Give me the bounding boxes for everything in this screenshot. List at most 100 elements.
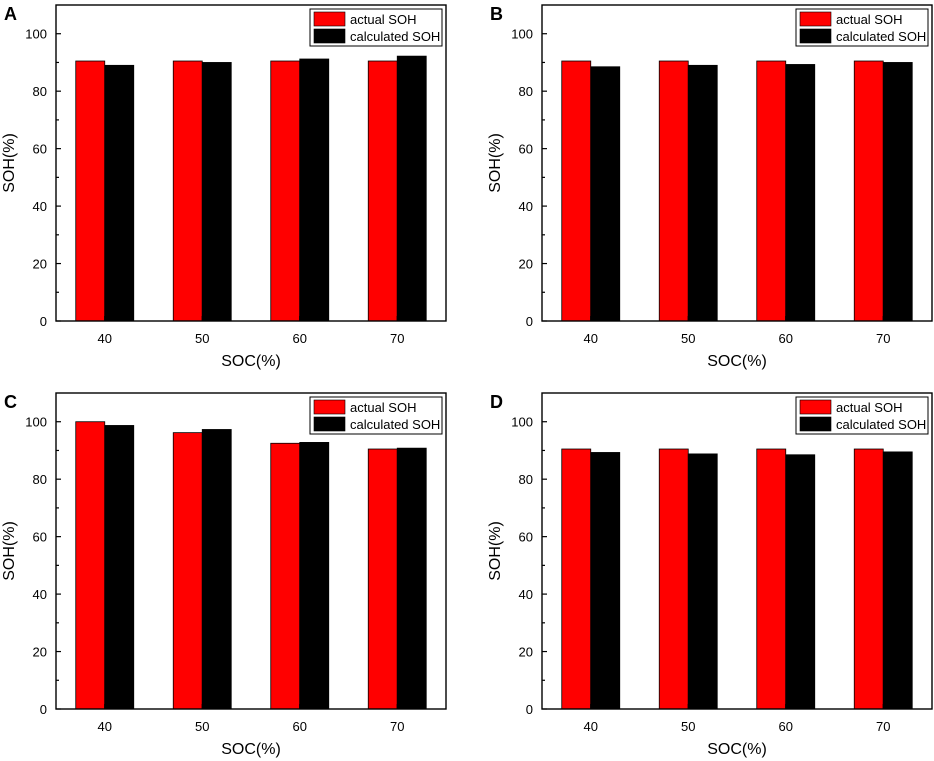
x-tick-label: 70	[390, 331, 404, 346]
bar-calculated-50	[201, 62, 232, 322]
plot-frame	[541, 4, 933, 322]
y-tick-label: 100	[25, 27, 47, 42]
x-tick-label: 50	[195, 331, 209, 346]
bar-calculated-60	[785, 64, 816, 322]
x-tick-label: 40	[98, 331, 112, 346]
bar-calculated-40	[104, 425, 135, 710]
x-axis-title: SOC(%)	[707, 353, 767, 370]
legend-label-calculated: calculated SOH	[836, 29, 926, 44]
legend-label-calculated: calculated SOH	[836, 417, 926, 432]
bar-actual-70	[367, 60, 398, 322]
y-tick-label: 80	[519, 472, 533, 487]
bar-calculated-60	[785, 454, 816, 710]
bar-actual-60	[756, 60, 787, 322]
y-tick-label: 40	[33, 587, 47, 602]
y-tick-label: 80	[33, 472, 47, 487]
bar-actual-50	[658, 448, 689, 710]
y-axis-title: SOH(%)	[487, 521, 504, 581]
y-tick-label: 60	[33, 142, 47, 157]
bar-calculated-60	[299, 442, 330, 710]
y-tick-label: 20	[33, 645, 47, 660]
legend-label-actual: actual SOH	[836, 400, 902, 415]
x-tick-label: 50	[681, 331, 695, 346]
bar-actual-70	[367, 448, 398, 710]
chart-panel-a: 0 20 40 60 80 100 40 50 60 70 SOC(%) SOH(%) A actual …	[1, 4, 447, 370]
y-tick-label: 60	[519, 142, 533, 157]
y-tick-label: 60	[33, 530, 47, 545]
legend-swatch-calculated	[799, 28, 832, 44]
y-tick-label: 20	[519, 645, 533, 660]
panel-letter: A	[4, 4, 17, 24]
legend-swatch-calculated	[799, 416, 832, 432]
legend: actual SOH calculated SOH	[309, 8, 443, 47]
y-tick-label: 40	[519, 199, 533, 214]
bar-actual-70	[853, 60, 884, 322]
y-tick-label: 0	[526, 314, 533, 329]
x-axis-title: SOC(%)	[221, 353, 281, 370]
y-tick-label: 0	[526, 702, 533, 717]
plot-frame	[541, 392, 933, 710]
bar-actual-40	[561, 60, 592, 322]
legend-label-calculated: calculated SOH	[350, 29, 440, 44]
y-tick-label: 0	[40, 702, 47, 717]
bar-calculated-60	[299, 58, 330, 322]
y-tick-label: 0	[40, 314, 47, 329]
panel-letter: D	[490, 392, 503, 412]
legend-label-actual: actual SOH	[836, 12, 902, 27]
bar-calculated-70	[882, 62, 913, 322]
legend-swatch-calculated	[313, 28, 346, 44]
x-tick-label: 60	[293, 331, 307, 346]
legend-swatch-actual	[799, 399, 832, 415]
y-tick-label: 60	[519, 530, 533, 545]
chart-panel-d: 0 20 40 60 80 100 40 50 60 70 SOC(%) SOH(%) D actual …	[487, 392, 933, 758]
x-tick-label: 70	[876, 719, 890, 734]
bar-calculated-40	[104, 64, 135, 322]
plot-frame	[55, 4, 447, 322]
legend: actual SOH calculated SOH	[309, 396, 443, 435]
y-axis-title: SOH(%)	[1, 521, 18, 581]
x-axis-title: SOC(%)	[221, 741, 281, 758]
y-tick-label: 100	[511, 27, 533, 42]
x-tick-label: 60	[293, 719, 307, 734]
chart-panel-b: 0 20 40 60 80 100 40 50 60 70 SOC(%) SOH(%) B actual …	[487, 4, 933, 370]
x-tick-label: 60	[779, 719, 793, 734]
bar-calculated-50	[201, 429, 232, 710]
bar-calculated-70	[396, 447, 427, 710]
bar-actual-50	[658, 60, 689, 322]
bar-actual-60	[270, 442, 301, 710]
x-tick-label: 60	[779, 331, 793, 346]
legend: actual SOH calculated SOH	[795, 396, 929, 435]
legend-label-calculated: calculated SOH	[350, 417, 440, 432]
legend-label-actual: actual SOH	[350, 400, 416, 415]
chart-panel-c: 0 20 40 60 80 100 40 50 60 70 SOC(%) SOH(%) C actual …	[1, 392, 447, 758]
bar-actual-40	[561, 448, 592, 710]
x-tick-label: 50	[681, 719, 695, 734]
bar-actual-40	[75, 421, 106, 710]
x-tick-label: 40	[584, 331, 598, 346]
x-tick-label: 40	[584, 719, 598, 734]
legend: actual SOH calculated SOH	[795, 8, 929, 47]
plot-frame	[55, 392, 447, 710]
legend-swatch-actual	[313, 399, 346, 415]
bar-calculated-70	[396, 55, 427, 322]
y-axis-title: SOH(%)	[487, 133, 504, 193]
legend-swatch-calculated	[313, 416, 346, 432]
x-tick-label: 70	[390, 719, 404, 734]
y-tick-label: 20	[519, 257, 533, 272]
bar-actual-60	[270, 60, 301, 322]
y-axis-title: SOH(%)	[1, 133, 18, 193]
x-tick-label: 40	[98, 719, 112, 734]
y-tick-label: 40	[33, 199, 47, 214]
y-tick-label: 100	[511, 415, 533, 430]
bar-calculated-70	[882, 451, 913, 710]
bar-calculated-40	[590, 452, 621, 710]
legend-label-actual: actual SOH	[350, 12, 416, 27]
legend-swatch-actual	[313, 11, 346, 27]
x-axis-title: SOC(%)	[707, 741, 767, 758]
panel-letter: C	[4, 392, 17, 412]
bar-calculated-50	[687, 453, 718, 710]
y-tick-label: 80	[519, 84, 533, 99]
bar-actual-40	[75, 60, 106, 322]
bar-calculated-40	[590, 66, 621, 322]
